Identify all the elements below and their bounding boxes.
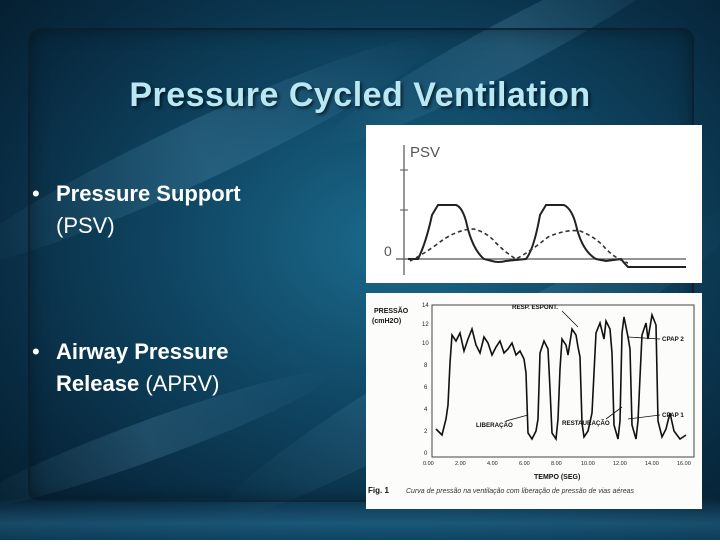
bullet-aprv-bold-2: Release [56, 371, 140, 396]
svg-text:2: 2 [424, 429, 428, 435]
psv-label: PSV [410, 144, 440, 161]
aprv-pressure-curve [435, 312, 687, 442]
svg-text:6: 6 [424, 385, 428, 391]
svg-text:16.00: 16.00 [677, 461, 691, 467]
bullet-psv-rest: (PSV) [56, 213, 115, 238]
bullet-aprv-rest: (APRV) [145, 371, 220, 396]
aprv-waveform-figure: PRESSÃO (cmH2O) 14 12 10 8 6 4 2 0 0.00 … [366, 293, 702, 509]
aprv-y-label-2: (cmH2O) [372, 318, 401, 325]
aprv-x-axis-label: TEMPO (SEG) [534, 474, 580, 481]
annotation-cpap1: CPAP 1 [662, 412, 684, 419]
bullet-list: • Pressure Support (PSV) • Airway Pressu… [32, 178, 362, 400]
svg-text:14.00: 14.00 [645, 461, 659, 467]
svg-text:10: 10 [422, 341, 429, 347]
psv-flow-curve [409, 228, 629, 264]
annotation-resp-espont: RESP. ESPONT. [512, 304, 558, 311]
bullet-marker: • [32, 339, 40, 364]
svg-text:0.00: 0.00 [423, 461, 434, 467]
psv-waveform-figure: PSV 0 [366, 125, 702, 283]
svg-text:4.00: 4.00 [487, 461, 498, 467]
bullet-psv-bold: Pressure Support [56, 181, 241, 206]
psv-zero-label: 0 [384, 243, 392, 259]
psv-pressure-curve [408, 204, 686, 268]
annotation-restauracao: RESTAURAÇÃO [562, 420, 610, 427]
bullet-psv: • Pressure Support (PSV) [32, 178, 362, 242]
aprv-caption-text: Curva de pressão na ventilação com liber… [406, 488, 635, 495]
svg-text:8: 8 [424, 363, 428, 369]
slide-title: Pressure Cycled Ventilation [129, 76, 591, 114]
aprv-plot-frame [431, 304, 695, 458]
annotation-cpap2: CPAP 2 [662, 336, 684, 343]
aprv-caption-fig: Fig. 1 [368, 486, 389, 495]
svg-text:4: 4 [424, 407, 428, 413]
aprv-x-ticks: 0.00 2.00 4.00 6.00 8.00 10.00 12.00 14.… [423, 461, 691, 467]
svg-text:2.00: 2.00 [455, 461, 466, 467]
svg-text:14: 14 [422, 303, 429, 309]
svg-text:8.00: 8.00 [551, 461, 562, 467]
aprv-y-ticks: 14 12 10 8 6 4 2 0 [422, 303, 429, 457]
svg-text:0: 0 [424, 451, 428, 457]
svg-text:12.00: 12.00 [613, 461, 627, 467]
bullet-aprv-bold-1: Airway Pressure [56, 339, 229, 364]
svg-text:10.00: 10.00 [581, 461, 595, 467]
aprv-y-label-1: PRESSÃO [374, 306, 409, 315]
bullet-marker: • [32, 181, 40, 206]
svg-text:12: 12 [422, 322, 429, 328]
bullet-aprv: • Airway Pressure Release (APRV) [32, 336, 362, 400]
aprv-annotations: RESP. ESPONT. CPAP 2 CPAP 1 LIBERAÇÃO RE… [476, 304, 684, 429]
aprv-annotation-lines [505, 310, 661, 422]
annotation-liberacao: LIBERAÇÃO [476, 422, 513, 429]
svg-text:6.00: 6.00 [519, 461, 530, 467]
